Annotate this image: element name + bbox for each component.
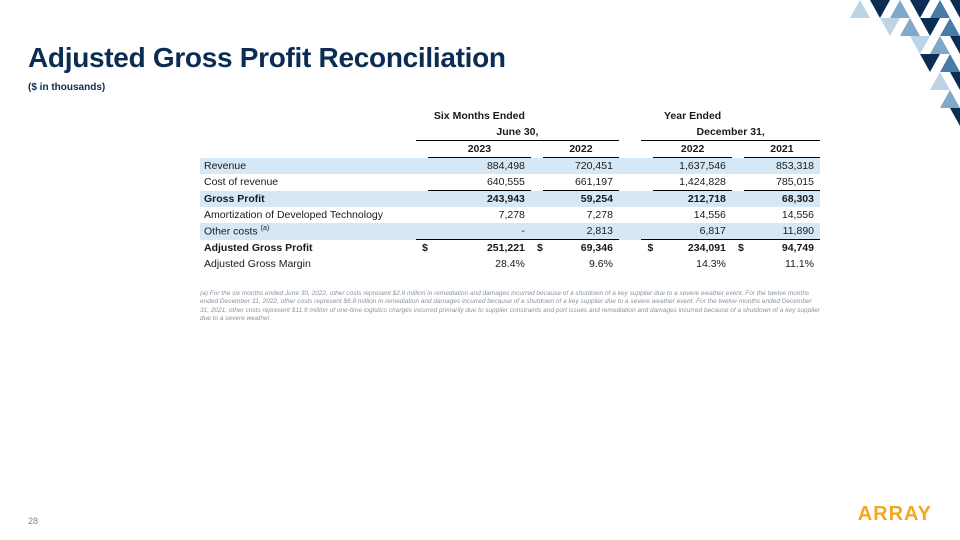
currency-symbol bbox=[732, 256, 744, 272]
cell-value: 661,197 bbox=[543, 174, 619, 191]
table-row: Adjusted Gross Profit$251,221$69,346$234… bbox=[200, 240, 820, 257]
currency-symbol bbox=[641, 191, 653, 208]
brand-logo: ARRAY bbox=[858, 503, 932, 526]
cell-value: 68,303 bbox=[744, 191, 820, 208]
currency-symbol bbox=[416, 207, 428, 223]
page-number: 28 bbox=[28, 516, 38, 526]
currency-symbol bbox=[531, 223, 543, 240]
currency-symbol bbox=[531, 191, 543, 208]
cell-value: 2,813 bbox=[543, 223, 619, 240]
period-sub: December 31, bbox=[641, 124, 820, 141]
currency-symbol bbox=[416, 223, 428, 240]
currency-symbol bbox=[416, 191, 428, 208]
cell-value: 14,556 bbox=[744, 207, 820, 223]
cell-value: 884,498 bbox=[428, 158, 531, 175]
currency-symbol bbox=[641, 158, 653, 175]
currency-symbol bbox=[732, 174, 744, 191]
row-label: Adjusted Gross Profit bbox=[200, 240, 416, 257]
currency-symbol: $ bbox=[416, 240, 428, 257]
table-row: Revenue 884,498 720,451 1,637,546 853,318 bbox=[200, 158, 820, 175]
currency-symbol bbox=[641, 207, 653, 223]
currency-symbol bbox=[732, 223, 744, 240]
cell-value: 720,451 bbox=[543, 158, 619, 175]
table-row: Amortization of Developed Technology 7,27… bbox=[200, 207, 820, 223]
reconciliation-table-wrap: Six Months Ended Year Ended June 30, Decemb… bbox=[200, 108, 820, 324]
cell-value: 251,221 bbox=[428, 240, 531, 257]
row-label: Revenue bbox=[200, 158, 416, 175]
page-title: Adjusted Gross Profit Reconciliation bbox=[28, 42, 506, 74]
cell-value: 785,015 bbox=[744, 174, 820, 191]
cell-value: 14,556 bbox=[653, 207, 732, 223]
currency-symbol bbox=[416, 256, 428, 272]
cell-value: 7,278 bbox=[428, 207, 531, 223]
currency-symbol bbox=[732, 158, 744, 175]
row-label: Gross Profit bbox=[200, 191, 416, 208]
cell-value: - bbox=[428, 223, 531, 240]
period-sub: June 30, bbox=[416, 124, 619, 141]
currency-symbol bbox=[531, 174, 543, 191]
table-row: Gross Profit 243,943 59,254 212,718 68,303 bbox=[200, 191, 820, 208]
currency-symbol bbox=[416, 174, 428, 191]
cell-value: 11.1% bbox=[744, 256, 820, 272]
year-header: 2022 bbox=[543, 141, 619, 158]
period-group: Six Months Ended bbox=[428, 108, 531, 124]
cell-value: 94,749 bbox=[744, 240, 820, 257]
cell-value: 14.3% bbox=[653, 256, 732, 272]
currency-symbol: $ bbox=[732, 240, 744, 257]
currency-symbol bbox=[641, 223, 653, 240]
cell-value: 640,555 bbox=[428, 174, 531, 191]
cell-value: 6,817 bbox=[653, 223, 732, 240]
table-row: Adjusted Gross Margin 28.4% 9.6% 14.3% 11.1% bbox=[200, 256, 820, 272]
reconciliation-table: Six Months Ended Year Ended June 30, Decemb… bbox=[200, 108, 820, 272]
row-label: Amortization of Developed Technology bbox=[200, 207, 416, 223]
cell-value: 59,254 bbox=[543, 191, 619, 208]
row-label: Other costs (a) bbox=[200, 223, 416, 240]
currency-symbol bbox=[531, 207, 543, 223]
cell-value: 853,318 bbox=[744, 158, 820, 175]
currency-symbol bbox=[732, 191, 744, 208]
table-row: Cost of revenue 640,555 661,197 1,424,828 78… bbox=[200, 174, 820, 191]
cell-value: 212,718 bbox=[653, 191, 732, 208]
cell-value: 28.4% bbox=[428, 256, 531, 272]
year-header: 2021 bbox=[744, 141, 820, 158]
currency-symbol: $ bbox=[531, 240, 543, 257]
period-group: Year Ended bbox=[653, 108, 732, 124]
cell-value: 1,424,828 bbox=[653, 174, 732, 191]
row-label: Cost of revenue bbox=[200, 174, 416, 191]
cell-value: 1,637,546 bbox=[653, 158, 732, 175]
table-row: Other costs (a)-2,813 6,817 11,890 bbox=[200, 223, 820, 240]
year-header: 2022 bbox=[653, 141, 732, 158]
cell-value: 234,091 bbox=[653, 240, 732, 257]
cell-value: 11,890 bbox=[744, 223, 820, 240]
currency-symbol bbox=[531, 158, 543, 175]
currency-symbol bbox=[641, 174, 653, 191]
currency-symbol bbox=[641, 256, 653, 272]
currency-symbol bbox=[416, 158, 428, 175]
year-header: 2023 bbox=[428, 141, 531, 158]
currency-symbol bbox=[531, 256, 543, 272]
currency-symbol bbox=[732, 207, 744, 223]
cell-value: 69,346 bbox=[543, 240, 619, 257]
currency-symbol: $ bbox=[641, 240, 653, 257]
page-subtitle: ($ in thousands) bbox=[28, 82, 105, 93]
footnote: (a) For the six months ended June 30, 20… bbox=[200, 290, 820, 324]
cell-value: 9.6% bbox=[543, 256, 619, 272]
cell-value: 243,943 bbox=[428, 191, 531, 208]
cell-value: 7,278 bbox=[543, 207, 619, 223]
row-label: Adjusted Gross Margin bbox=[200, 256, 416, 272]
